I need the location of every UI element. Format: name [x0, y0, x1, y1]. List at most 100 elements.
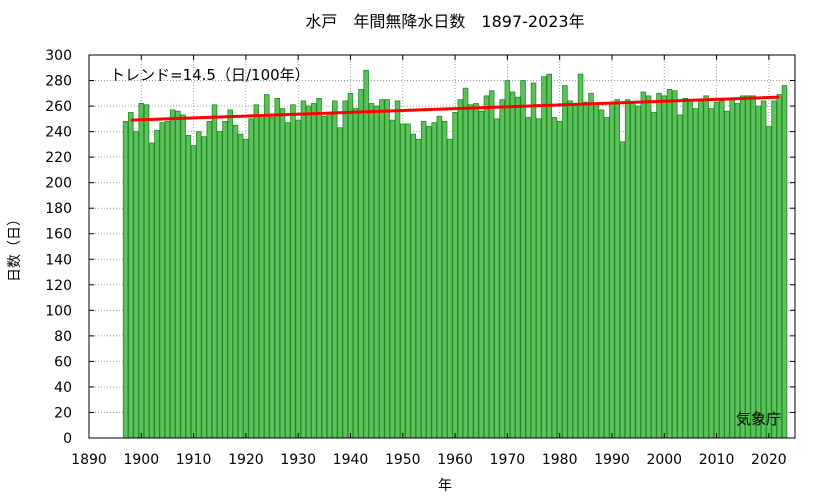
bar [169, 109, 176, 439]
bar [232, 124, 239, 439]
bar [525, 117, 532, 439]
bar [671, 90, 678, 439]
bar [201, 136, 207, 439]
bar [138, 103, 145, 439]
bar [483, 95, 490, 439]
bar [394, 100, 401, 439]
bar [562, 85, 568, 439]
x-tick-label: 1980 [542, 452, 578, 468]
bar [211, 104, 218, 439]
y-tick-label: 100 [45, 303, 72, 319]
bar [143, 104, 150, 439]
bar [734, 103, 741, 439]
bar [567, 100, 573, 439]
bar [175, 110, 181, 439]
bar [499, 99, 505, 439]
bar [415, 138, 422, 439]
bar [321, 115, 328, 439]
bar [771, 100, 777, 439]
bar [426, 126, 432, 439]
bar [583, 101, 589, 439]
bar [541, 76, 547, 439]
bar [128, 112, 134, 439]
bar [698, 99, 704, 439]
bar [645, 95, 652, 439]
bar [368, 103, 375, 439]
bar [216, 131, 223, 439]
bar [666, 89, 673, 439]
bar [530, 82, 537, 439]
x-tick-label: 1960 [437, 452, 473, 468]
y-tick-label: 140 [45, 252, 72, 268]
bar [692, 108, 699, 439]
bar [295, 119, 301, 439]
bar [719, 100, 725, 439]
bar [269, 117, 275, 439]
bar [468, 104, 474, 439]
bar [640, 91, 647, 439]
bar [614, 99, 620, 439]
bar [243, 138, 249, 439]
x-axis-label: 年 [438, 478, 452, 494]
bar [227, 109, 233, 439]
bar [305, 105, 312, 439]
bar [373, 105, 380, 439]
x-tick-label: 1900 [123, 452, 159, 468]
bar [316, 98, 322, 439]
bar [588, 92, 594, 439]
bar [724, 110, 730, 439]
bar [452, 112, 458, 439]
bar [546, 73, 552, 439]
x-axis-ticks: 1890 1900 1910 1920 1930 1940 1950 1960 1970 1980… [71, 55, 787, 468]
bar [237, 133, 244, 439]
bar [478, 110, 484, 439]
bar [703, 95, 709, 439]
bar [300, 100, 307, 439]
bar [504, 80, 511, 439]
bar [332, 100, 338, 439]
bar [342, 100, 349, 439]
bar [739, 95, 746, 439]
bar [248, 118, 254, 439]
bar [535, 118, 542, 439]
bar [651, 112, 657, 439]
bar [190, 145, 197, 439]
bar [164, 120, 171, 439]
bar [593, 103, 600, 439]
bar [509, 91, 516, 439]
bar [133, 131, 139, 439]
bar [410, 133, 416, 439]
y-tick-label: 160 [45, 227, 72, 243]
x-tick-label: 1950 [385, 452, 421, 468]
bar [122, 120, 129, 439]
bar [447, 138, 453, 439]
bar [682, 98, 688, 439]
bar [687, 100, 694, 439]
y-tick-label: 200 [45, 176, 72, 192]
bar [630, 103, 636, 439]
bar [760, 100, 767, 439]
bar [551, 117, 558, 439]
bar [149, 142, 155, 439]
y-tick-label: 280 [45, 74, 72, 90]
bar [258, 114, 265, 439]
source-label: 気象庁 [736, 410, 781, 428]
x-tick-label: 1920 [228, 452, 264, 468]
x-tick-label: 2010 [699, 452, 735, 468]
bar [431, 122, 437, 439]
y-tick-label: 40 [54, 380, 72, 396]
bar [766, 126, 772, 439]
bar [729, 99, 735, 439]
bar [713, 101, 720, 439]
bar [473, 103, 479, 439]
bar [635, 105, 641, 439]
y-tick-label: 0 [63, 431, 72, 447]
bar [656, 92, 662, 439]
y-tick-label: 220 [45, 150, 72, 166]
bar [154, 129, 160, 439]
bar [494, 118, 500, 439]
bar [279, 108, 286, 439]
y-tick-label: 120 [45, 278, 72, 294]
bar [206, 120, 213, 439]
x-tick-label: 1930 [280, 452, 316, 468]
